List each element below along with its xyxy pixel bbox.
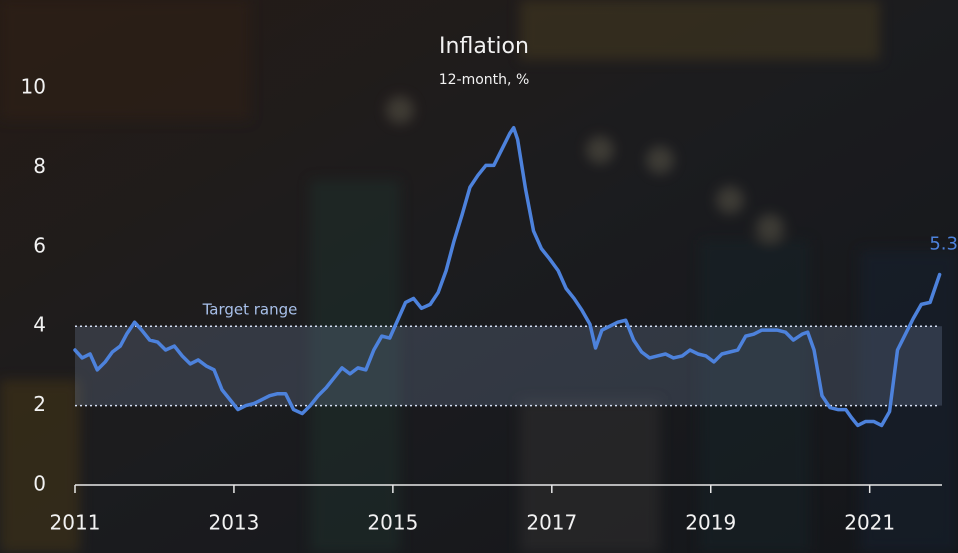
chart-title: Inflation (439, 34, 529, 59)
chart-subtitle: 12-month, % (439, 72, 530, 88)
y-tick-label: 10 (21, 75, 46, 99)
x-tick-label: 2017 (526, 511, 577, 535)
page: {"chart_data": { "type": "line", "title"… (0, 0, 958, 553)
chart: Inflation 12-month, % Target range 0 2 4 6 8 1… (0, 0, 958, 553)
end-value-label: 5.3 (929, 234, 958, 255)
x-tick-label: 2011 (50, 511, 101, 535)
y-tick-label: 4 (33, 313, 46, 337)
y-tick-label: 6 (33, 233, 46, 257)
y-tick-label: 8 (33, 154, 46, 178)
x-tick-label: 2019 (685, 511, 736, 535)
target-label: Target range (202, 301, 298, 319)
x-tick-label: 2013 (208, 511, 259, 535)
y-tick-label: 2 (33, 392, 46, 416)
x-tick-label: 2015 (367, 511, 418, 535)
x-tick-label: 2021 (844, 511, 895, 535)
y-tick-label: 0 (33, 472, 46, 496)
